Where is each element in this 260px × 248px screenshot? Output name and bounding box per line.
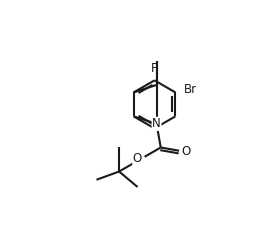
Text: O: O — [133, 152, 142, 165]
Text: O: O — [182, 145, 191, 158]
Text: N: N — [152, 117, 161, 130]
Text: Br: Br — [184, 83, 197, 96]
Text: F: F — [151, 62, 158, 75]
